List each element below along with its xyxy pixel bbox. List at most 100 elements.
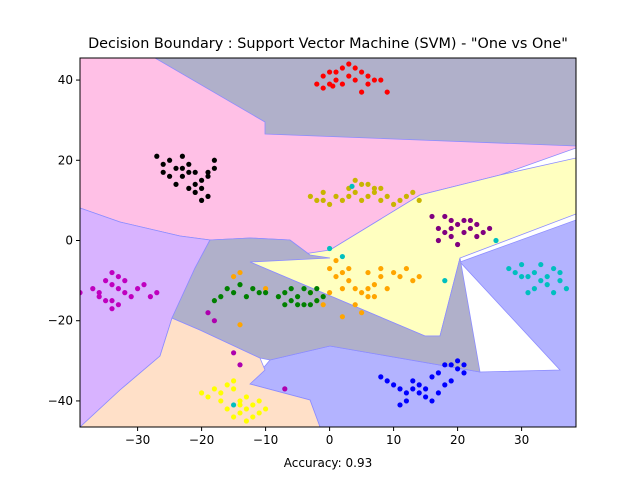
data-point bbox=[154, 153, 160, 159]
data-point bbox=[371, 185, 377, 191]
data-point bbox=[384, 89, 390, 95]
data-point bbox=[218, 390, 224, 396]
data-point bbox=[544, 282, 550, 288]
data-point bbox=[256, 410, 262, 416]
data-point bbox=[442, 213, 448, 220]
data-point bbox=[365, 81, 371, 87]
data-point bbox=[352, 177, 358, 183]
data-point bbox=[346, 61, 352, 67]
y-tick-label: 0 bbox=[65, 233, 73, 247]
data-point bbox=[135, 286, 141, 292]
data-point bbox=[339, 314, 345, 320]
data-point bbox=[263, 406, 269, 412]
data-point bbox=[103, 298, 109, 304]
data-point bbox=[218, 294, 224, 300]
data-point bbox=[224, 286, 230, 292]
data-point bbox=[256, 398, 262, 404]
data-point bbox=[410, 278, 416, 284]
data-point bbox=[333, 257, 339, 264]
data-point bbox=[237, 410, 243, 416]
data-point bbox=[307, 290, 313, 296]
data-point bbox=[307, 302, 313, 308]
data-point bbox=[423, 394, 429, 400]
data-point bbox=[109, 306, 115, 312]
data-point bbox=[211, 298, 217, 304]
data-point bbox=[455, 221, 461, 228]
data-point bbox=[333, 77, 339, 83]
data-point bbox=[442, 278, 448, 284]
scatter-points bbox=[80, 61, 570, 424]
data-point bbox=[224, 382, 230, 388]
x-tick-label: 20 bbox=[450, 433, 465, 447]
data-point bbox=[199, 177, 205, 183]
data-point bbox=[96, 290, 102, 296]
data-point bbox=[429, 374, 435, 380]
data-point bbox=[435, 370, 441, 376]
data-point bbox=[314, 81, 320, 87]
data-point bbox=[115, 286, 121, 292]
data-point bbox=[531, 269, 538, 276]
data-point bbox=[160, 169, 166, 175]
data-point bbox=[211, 318, 217, 324]
plot-area bbox=[79, 57, 577, 428]
data-point bbox=[288, 286, 294, 292]
data-point bbox=[339, 269, 345, 276]
data-point bbox=[435, 237, 441, 244]
data-point bbox=[333, 193, 339, 199]
data-point bbox=[480, 229, 486, 236]
data-point bbox=[339, 197, 345, 203]
data-point bbox=[211, 157, 217, 163]
data-point bbox=[237, 269, 243, 276]
data-point bbox=[224, 406, 230, 412]
data-point bbox=[320, 197, 326, 203]
data-point bbox=[327, 245, 333, 252]
data-point bbox=[391, 269, 397, 276]
data-point bbox=[403, 398, 409, 404]
data-point bbox=[339, 81, 345, 87]
data-point bbox=[250, 402, 256, 408]
data-point bbox=[506, 265, 512, 272]
data-point bbox=[339, 65, 345, 71]
data-point bbox=[339, 253, 345, 260]
data-point bbox=[455, 241, 461, 248]
data-point bbox=[231, 350, 237, 356]
data-point bbox=[327, 265, 333, 272]
data-point bbox=[365, 181, 371, 187]
data-point bbox=[199, 185, 205, 191]
x-tick-label: −20 bbox=[189, 433, 214, 447]
data-point bbox=[231, 402, 237, 408]
data-point bbox=[461, 362, 467, 368]
data-point bbox=[371, 77, 377, 83]
data-point bbox=[237, 402, 243, 408]
data-point bbox=[243, 294, 249, 300]
data-point bbox=[519, 261, 525, 268]
data-point bbox=[327, 69, 333, 75]
data-point bbox=[448, 225, 454, 232]
data-point bbox=[365, 193, 371, 199]
data-point bbox=[346, 193, 352, 199]
x-tick-label: 30 bbox=[514, 433, 529, 447]
data-point bbox=[365, 269, 371, 276]
data-point bbox=[231, 386, 237, 392]
x-tick-label: −30 bbox=[125, 433, 150, 447]
data-point bbox=[448, 362, 454, 368]
data-point bbox=[352, 77, 358, 83]
data-point bbox=[461, 217, 467, 224]
data-point bbox=[122, 278, 128, 284]
data-point bbox=[461, 370, 467, 376]
data-point bbox=[352, 286, 358, 292]
data-point bbox=[141, 282, 147, 288]
data-point bbox=[544, 273, 550, 280]
data-point bbox=[115, 302, 121, 308]
data-point bbox=[330, 83, 336, 89]
data-point bbox=[378, 374, 384, 380]
data-point bbox=[403, 193, 409, 199]
data-point bbox=[96, 294, 102, 300]
data-point bbox=[365, 294, 371, 300]
data-point bbox=[467, 217, 473, 224]
data-point bbox=[192, 189, 198, 195]
y-axis: −40 −20 0 20 40 bbox=[48, 73, 80, 408]
data-point bbox=[320, 73, 326, 79]
data-point bbox=[103, 278, 109, 284]
data-point bbox=[391, 201, 397, 207]
